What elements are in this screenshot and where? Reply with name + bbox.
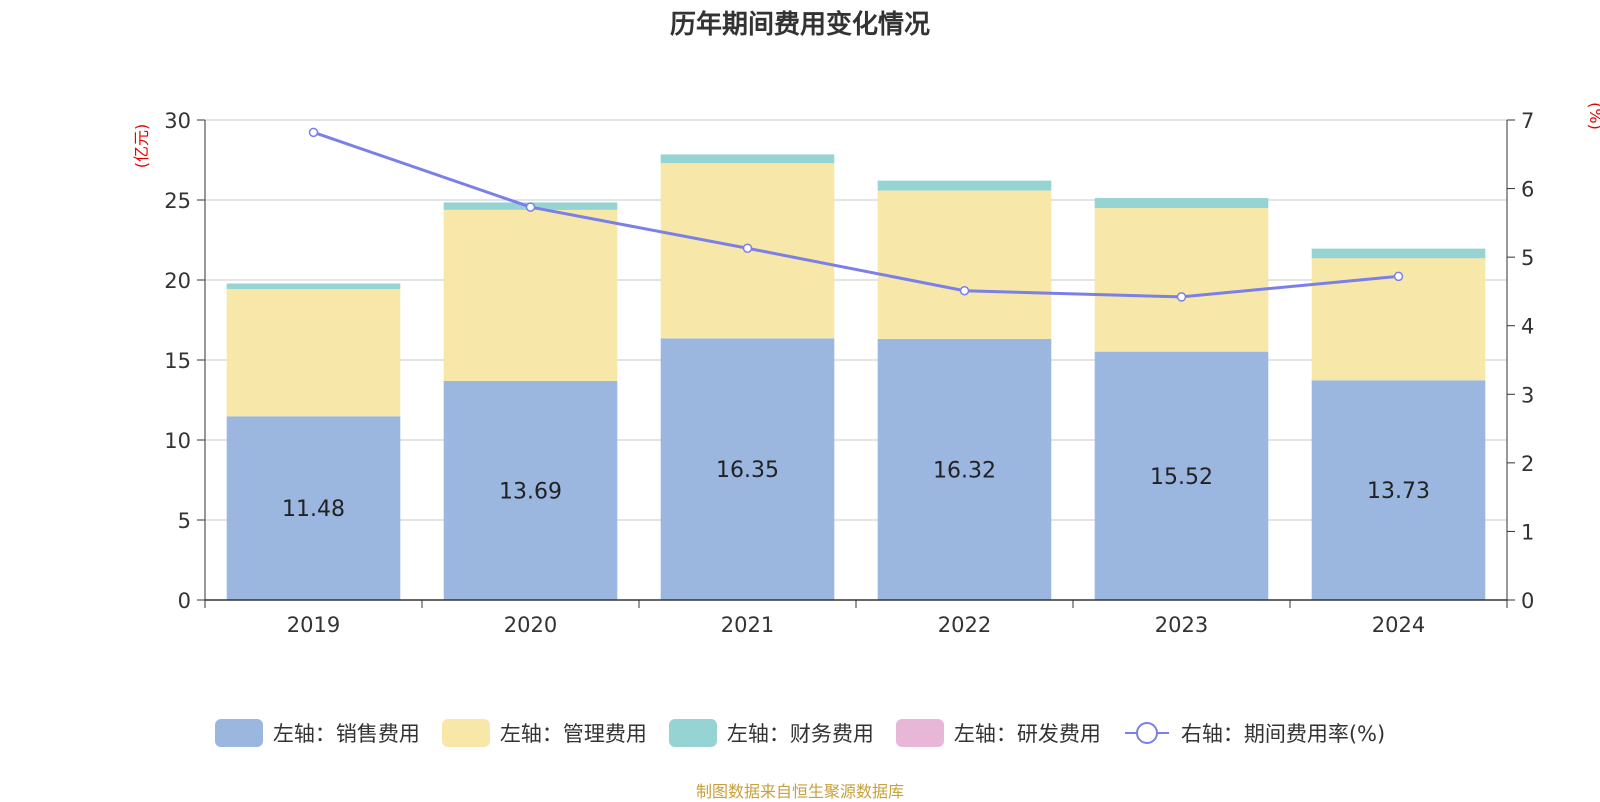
rate-point <box>308 127 319 138</box>
legend-label: 右轴：期间费用率(%) <box>1180 722 1386 746</box>
bar-segment <box>877 190 1052 339</box>
legend-swatch <box>214 719 263 747</box>
legend-label: 左轴：管理费用 <box>499 722 647 746</box>
legend-swatch <box>668 719 717 747</box>
legend-item[interactable]: 右轴：期间费用率(%) <box>1123 718 1385 748</box>
bar-segment <box>1094 351 1269 600</box>
right-tick-label: 6 <box>1521 178 1534 202</box>
bar-segment <box>226 416 401 600</box>
x-tick-label: 2023 <box>1155 613 1208 637</box>
x-tick-label: 2021 <box>721 613 774 637</box>
legend: 左轴：销售费用 左轴：管理费用 左轴：财务费用 左轴：研发费用 右轴：期间费用率(%) <box>0 718 1600 748</box>
bar-segment <box>226 283 401 290</box>
legend-swatch <box>895 719 944 747</box>
bar-segment <box>660 154 835 164</box>
rate-point <box>1393 271 1404 282</box>
bar-segment <box>877 338 1052 600</box>
left-tick-label: 20 <box>164 269 191 293</box>
bar-segment <box>877 180 1052 191</box>
bar-segment <box>443 380 618 600</box>
legend-line-marker <box>1124 722 1169 744</box>
bar-segment <box>443 209 618 381</box>
rate-line-path <box>313 130 1399 299</box>
right-tick-label: 1 <box>1521 520 1534 544</box>
bar-value-label: 11.48 <box>282 497 345 522</box>
left-tick-label: 15 <box>164 349 191 373</box>
chart-title: 历年期间费用变化情况 <box>669 10 930 40</box>
rate-point <box>959 285 970 296</box>
axes: 0 5 10 15 20 25 30 0 1 2 3 4 5 6 7 2019 2020 2021 2022 2023… <box>164 109 1534 637</box>
left-tick-label: 30 <box>164 109 191 133</box>
right-tick-label: 2 <box>1521 452 1534 476</box>
legend-label: 左轴：研发费用 <box>953 722 1101 746</box>
bar-segment <box>1311 380 1486 600</box>
bar-segment <box>1094 208 1269 352</box>
legend-item[interactable]: 左轴：财务费用 <box>668 718 874 748</box>
legend-label: 左轴：销售费用 <box>272 722 420 746</box>
left-tick-label: 25 <box>164 189 191 213</box>
right-tick-label: 4 <box>1521 315 1534 339</box>
right-tick-label: 0 <box>1521 589 1534 613</box>
rate-point <box>742 243 753 253</box>
bar-value-label: 15.52 <box>1150 465 1213 490</box>
left-tick-label: 10 <box>164 429 191 453</box>
bar-value-label: 13.73 <box>1367 479 1430 504</box>
right-axis-unit: (%) <box>1586 102 1600 130</box>
x-tick-label: 2020 <box>504 613 557 637</box>
legend-swatch <box>441 719 490 747</box>
source-note: 制图数据来自恒生聚源数据库 <box>695 782 904 801</box>
rate-point <box>1176 292 1187 302</box>
legend-item[interactable]: 左轴：管理费用 <box>441 718 647 748</box>
legend-item[interactable]: 左轴：研发费用 <box>895 718 1101 748</box>
bar-value-labels: 11.48 13.69 16.35 16.32 15.52 13.73 <box>282 458 1430 522</box>
left-tick-label: 0 <box>178 589 191 613</box>
x-tick-label: 2022 <box>938 613 991 637</box>
bar-value-label: 16.35 <box>716 458 779 483</box>
bar-segment <box>1311 248 1486 259</box>
bars <box>226 154 1486 600</box>
bar-value-label: 16.32 <box>933 458 996 483</box>
right-tick-label: 5 <box>1521 246 1534 270</box>
left-tick-label: 5 <box>178 509 191 533</box>
x-tick-label: 2019 <box>287 613 340 637</box>
left-axis-unit: (亿元) <box>132 124 151 169</box>
right-tick-label: 3 <box>1521 383 1534 407</box>
rate-line <box>308 127 1404 302</box>
bar-value-label: 13.69 <box>499 479 562 504</box>
rate-point <box>525 202 536 212</box>
legend-item[interactable]: 左轴：销售费用 <box>214 718 420 748</box>
bar-segment <box>1094 198 1269 208</box>
right-tick-label: 7 <box>1521 109 1534 133</box>
legend-label: 左轴：财务费用 <box>726 722 874 746</box>
bar-segment <box>226 289 401 417</box>
bar-segment <box>660 338 835 600</box>
x-tick-label: 2024 <box>1372 613 1425 637</box>
